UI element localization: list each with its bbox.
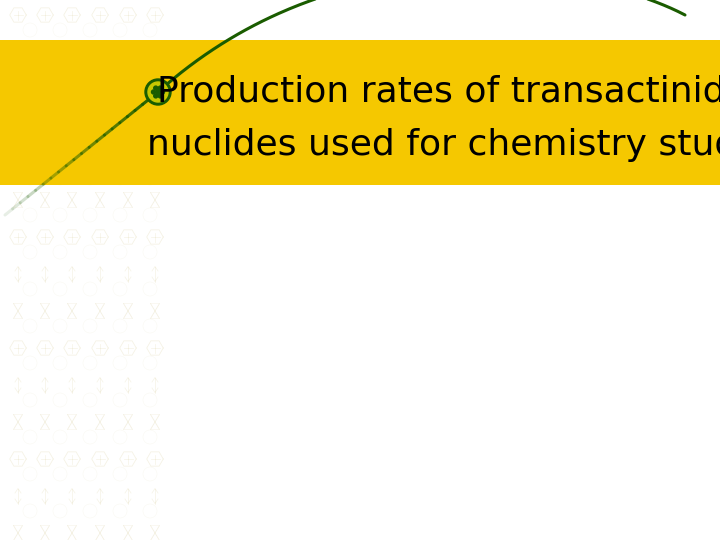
- Circle shape: [148, 82, 168, 102]
- Text: nuclides used for chemistry study: nuclides used for chemistry study: [147, 128, 720, 162]
- Circle shape: [158, 94, 162, 98]
- Circle shape: [145, 79, 171, 105]
- Circle shape: [154, 86, 158, 90]
- FancyBboxPatch shape: [0, 40, 720, 185]
- Circle shape: [161, 90, 164, 94]
- Circle shape: [158, 86, 162, 90]
- Circle shape: [154, 94, 158, 98]
- Text: Production rates of transactinide: Production rates of transactinide: [157, 74, 720, 108]
- Circle shape: [156, 90, 160, 94]
- Circle shape: [151, 90, 156, 94]
